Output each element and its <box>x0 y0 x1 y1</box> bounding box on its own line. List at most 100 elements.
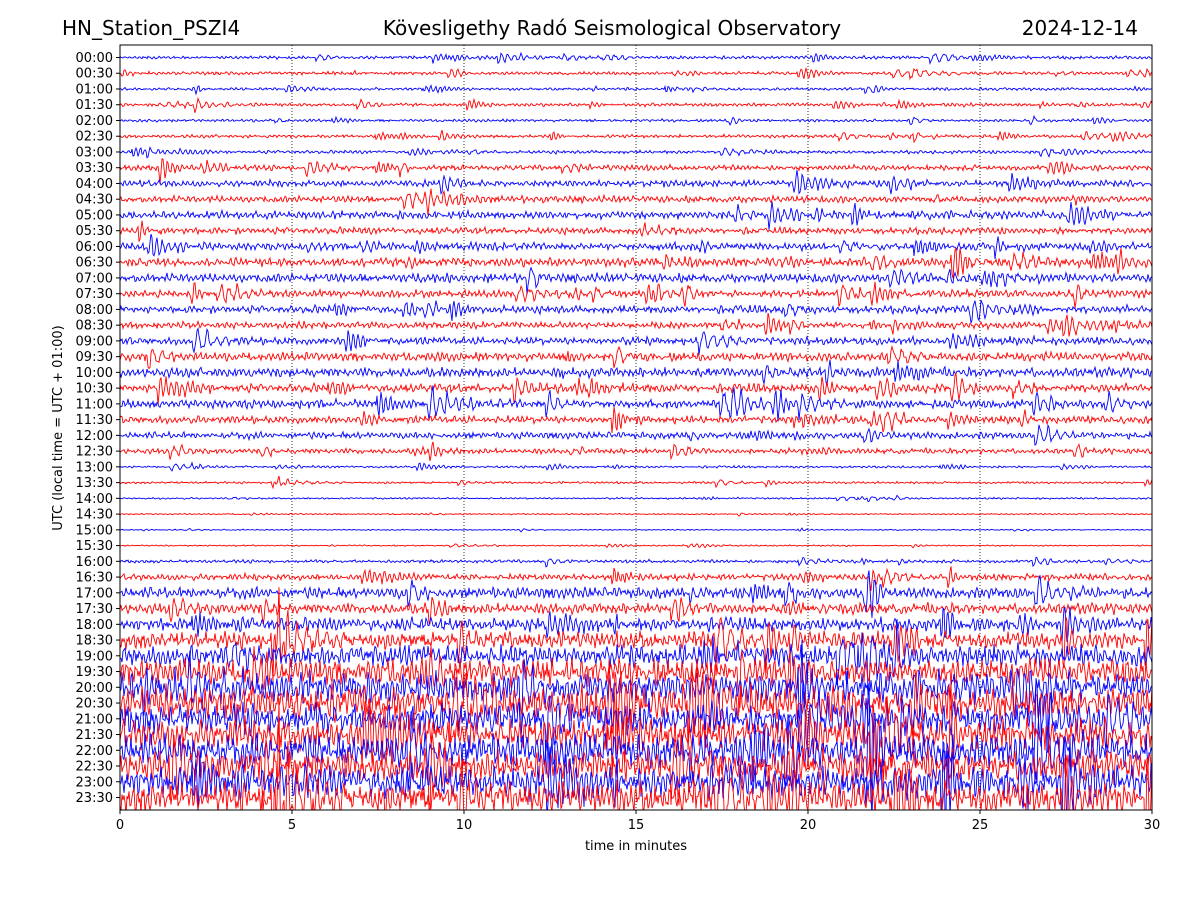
trace-1200 <box>120 423 1152 446</box>
trace-0130 <box>120 96 1152 113</box>
y-tick-label: 16:00 <box>76 555 113 570</box>
y-tick-label: 14:30 <box>76 508 113 523</box>
y-tick-label: 09:00 <box>76 334 113 349</box>
y-tick-label: 16:30 <box>76 571 113 586</box>
station-name: HN_Station_PSZI4 <box>62 16 240 40</box>
trace-1430 <box>120 512 1152 517</box>
trace-0600 <box>120 233 1152 260</box>
trace-2130 <box>120 680 1152 804</box>
trace-1230 <box>120 441 1152 462</box>
y-tick-label: 00:30 <box>76 67 113 82</box>
y-tick-label: 05:30 <box>76 224 113 239</box>
y-tick-label: 11:30 <box>76 413 113 428</box>
trace-1130 <box>120 406 1152 434</box>
trace-0000 <box>120 51 1152 66</box>
y-tick-label: 20:00 <box>76 681 113 696</box>
y-tick-label: 13:30 <box>76 476 113 491</box>
y-tick-label: 00:00 <box>76 51 113 66</box>
trace-1330 <box>120 475 1152 490</box>
trace-0830 <box>120 312 1152 337</box>
y-tick-label: 22:00 <box>76 744 113 759</box>
y-tick-label: 15:30 <box>76 539 113 554</box>
chart-title: Kövesligethy Radó Seismological Observat… <box>383 16 841 40</box>
y-tick-label: 12:00 <box>76 429 113 444</box>
y-tick-label: 02:30 <box>76 130 113 145</box>
traces <box>120 51 1152 810</box>
y-tick-label: 23:00 <box>76 775 113 790</box>
trace-2200 <box>120 682 1152 810</box>
trace-2000 <box>120 639 1152 743</box>
trace-0800 <box>120 299 1152 324</box>
y-tick-label: 17:30 <box>76 602 113 617</box>
trace-0730 <box>120 281 1152 309</box>
trace-1000 <box>120 359 1152 386</box>
trace-0230 <box>120 129 1152 144</box>
y-tick-label: 12:30 <box>76 445 113 460</box>
trace-0100 <box>120 84 1152 96</box>
trace-1830 <box>120 587 1152 682</box>
trace-0930 <box>120 344 1152 370</box>
y-tick-label: 02:00 <box>76 114 113 129</box>
y-tick-label: 18:30 <box>76 634 113 649</box>
trace-0900 <box>120 327 1152 355</box>
x-tick-label: 0 <box>116 818 124 833</box>
trace-0500 <box>120 201 1152 230</box>
y-tick-label: 18:00 <box>76 618 113 633</box>
x-tick-label: 5 <box>288 818 296 833</box>
trace-1300 <box>120 461 1152 472</box>
trace-1800 <box>120 606 1152 643</box>
y-axis-label: UTC (local time = UTC + 01:00) <box>51 325 66 530</box>
y-tick-label: 07:30 <box>76 287 113 302</box>
chart-date: 2024-12-14 <box>1022 16 1138 40</box>
y-tick-label: 19:00 <box>76 649 113 664</box>
trace-2330 <box>120 698 1152 810</box>
y-axis: 00:0000:3001:0001:3002:0002:3003:0003:30… <box>76 51 120 806</box>
y-tick-label: 20:30 <box>76 697 113 712</box>
y-tick-label: 14:00 <box>76 492 113 507</box>
y-tick-label: 09:30 <box>76 350 113 365</box>
y-tick-label: 04:30 <box>76 193 113 208</box>
y-tick-label: 19:30 <box>76 665 113 680</box>
y-tick-label: 01:30 <box>76 98 113 113</box>
x-tick-label: 20 <box>800 818 817 833</box>
trace-1930 <box>120 645 1152 713</box>
trace-1400 <box>120 494 1152 503</box>
trace-0430 <box>120 188 1152 216</box>
y-tick-label: 07:00 <box>76 271 113 286</box>
trace-1500 <box>120 527 1152 533</box>
trace-1630 <box>120 566 1152 591</box>
y-tick-label: 15:00 <box>76 523 113 538</box>
x-tick-label: 15 <box>628 818 645 833</box>
x-axis-label: time in minutes <box>585 839 687 854</box>
y-tick-label: 06:30 <box>76 256 113 271</box>
trace-0200 <box>120 114 1152 126</box>
x-axis: 0 5 10 15 20 25 30 <box>116 810 1160 833</box>
trace-1600 <box>120 556 1152 568</box>
x-tick-label: 25 <box>972 818 989 833</box>
x-tick-label: 30 <box>1144 818 1161 833</box>
y-tick-label: 10:00 <box>76 366 113 381</box>
trace-0300 <box>120 146 1152 159</box>
y-tick-label: 21:30 <box>76 728 113 743</box>
trace-2230 <box>120 731 1152 810</box>
trace-0630 <box>120 247 1152 279</box>
trace-0400 <box>120 169 1152 195</box>
y-tick-label: 11:00 <box>76 397 113 412</box>
y-tick-label: 03:30 <box>76 161 113 176</box>
y-tick-label: 01:00 <box>76 82 113 97</box>
y-tick-label: 17:00 <box>76 586 113 601</box>
y-tick-label: 04:00 <box>76 177 113 192</box>
x-tick-label: 10 <box>456 818 473 833</box>
trace-2030 <box>120 658 1152 757</box>
y-tick-label: 05:00 <box>76 208 113 223</box>
y-tick-label: 10:30 <box>76 382 113 397</box>
y-tick-label: 23:30 <box>76 791 113 806</box>
trace-1900 <box>120 619 1152 696</box>
trace-1100 <box>120 385 1152 422</box>
y-tick-label: 06:00 <box>76 240 113 255</box>
y-tick-label: 08:30 <box>76 319 113 334</box>
trace-0330 <box>120 158 1152 185</box>
y-tick-label: 03:00 <box>76 145 113 160</box>
y-tick-label: 22:30 <box>76 760 113 775</box>
